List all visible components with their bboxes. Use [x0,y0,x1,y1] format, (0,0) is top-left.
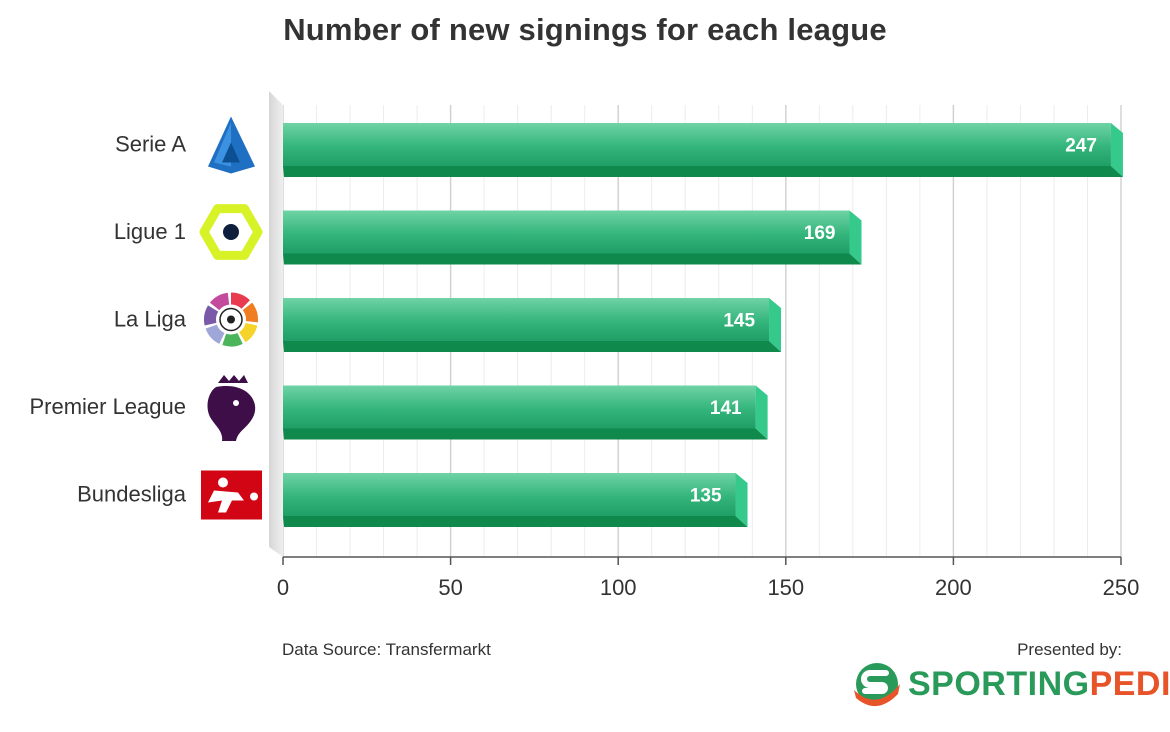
data-label: 169 [804,223,836,244]
premier-league-logo-icon [207,375,256,441]
category-label: Serie A [115,132,186,157]
bar-bottom [283,166,1123,177]
x-tick-label: 250 [1103,575,1140,600]
bar-bottom [283,341,782,352]
ligue-1-dot [223,224,239,240]
bar-end [1110,123,1123,177]
bar-group: 169 Ligue 1 [114,210,862,265]
premier-league-crown [218,375,248,383]
category-label: Premier League [29,394,186,419]
la-liga-segment [205,324,225,344]
premier-league-lion [207,385,256,441]
category-label: La Liga [114,307,187,332]
data-source: Data Source: Transfermarkt [282,640,491,659]
x-tick-label: 0 [277,575,289,600]
la-liga-logo-icon [204,292,259,347]
chart-wall-panel [269,91,283,557]
serie-a-inner [222,142,240,163]
bars-layer: 247 Serie A 169 Ligue 1 145 La Liga 141 Premier… [29,123,1123,527]
bar-end [769,298,782,352]
bar-group: 135 Bundesliga [77,473,748,527]
data-label: 141 [710,398,742,419]
data-label: 145 [723,311,755,332]
data-label: 135 [690,486,722,507]
bar-end [755,385,768,440]
brand-name-sporting: SPORTING [908,664,1090,703]
bundesliga-ball [250,492,258,501]
x-tick-label: 50 [438,575,462,600]
la-liga-segment [209,292,230,311]
sportingpedia-mark-icon [854,663,900,707]
data-label: 247 [1065,136,1097,157]
ligue-1-ring [199,204,263,260]
bar-bottom [283,428,768,440]
bar-chart: 247 Serie A 169 Ligue 1 145 La Liga 141 Premier… [29,91,1140,600]
bar [283,473,736,516]
brand-name: SPORTINGPEDIA [908,665,1170,704]
la-liga-segment [231,292,250,309]
presented-by: Presented by: [1017,640,1122,659]
category-label: Ligue 1 [114,219,186,244]
ligue-1-logo-icon [199,204,263,260]
bar-bottom [283,253,862,265]
serie-a-logo-icon [208,116,255,174]
la-liga-segment [222,333,243,347]
brand-name-pedia: PEDIA [1089,664,1170,703]
logos-layer [199,116,263,520]
la-liga-segment [242,302,259,323]
x-tick-label: 100 [600,575,637,600]
bar [283,298,770,341]
la-liga-segment [204,305,219,326]
category-label: Bundesliga [77,482,187,507]
sportingpedia-logo: SPORTINGPEDIA [852,660,1170,708]
bundesliga-player [208,490,244,513]
bar [283,210,850,254]
la-liga-segment [239,322,258,343]
bundesliga-head [218,477,228,488]
bar-group: 145 La Liga [114,298,782,352]
bar-bottom [283,516,748,527]
x-tick-label: 150 [767,575,804,600]
bar-end [849,210,862,265]
bar-end [735,473,748,527]
bar [283,385,756,429]
bundesliga-logo-icon [201,470,262,520]
bar-group: 247 Serie A [115,123,1123,177]
chart-wall [269,91,283,557]
la-liga-ball-patch [227,315,235,324]
x-tick-label: 200 [935,575,972,600]
x-axis: 0 50 100 150 200 250 [277,556,1140,600]
bar [283,123,1111,166]
premier-league-eye [233,400,239,406]
chart-title: Number of new signings for each league [283,12,887,47]
bar-group: 141 Premier League [29,385,768,440]
